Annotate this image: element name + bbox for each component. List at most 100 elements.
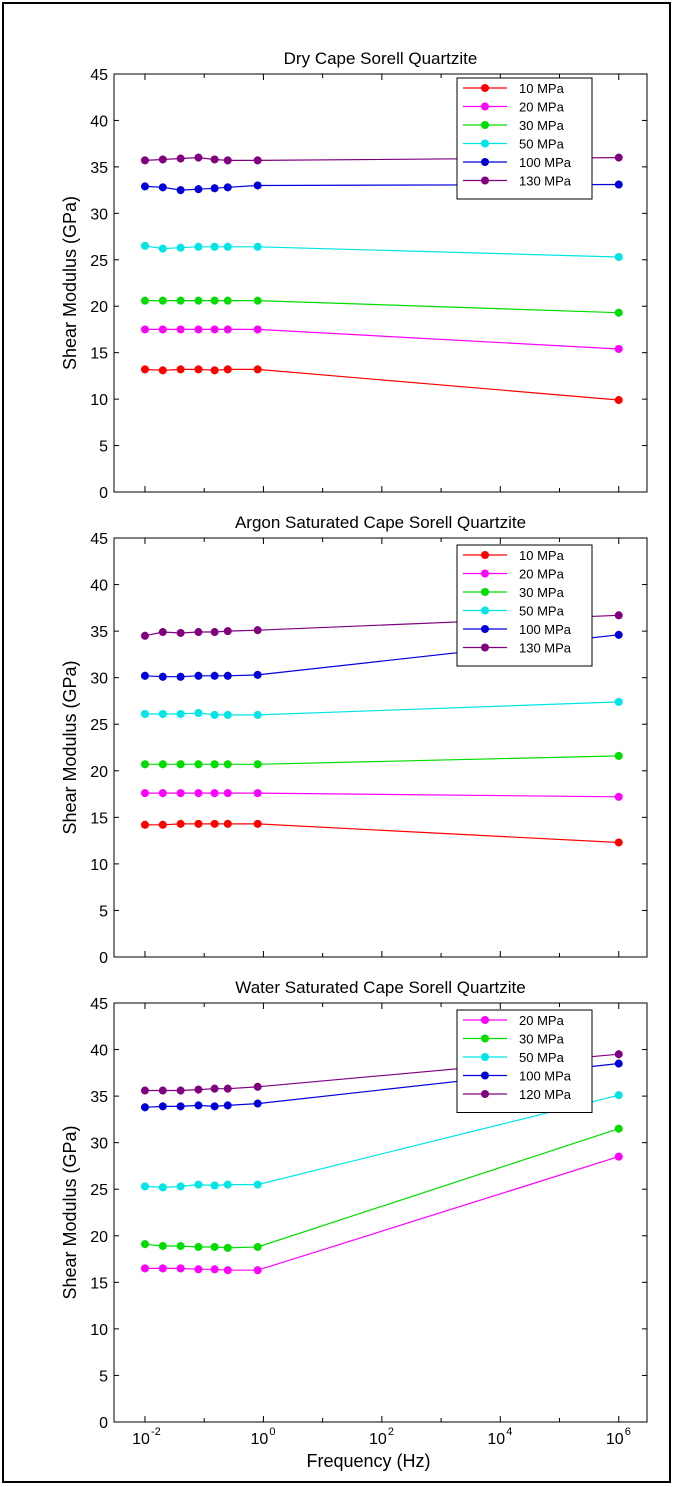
legend-marker: [481, 1090, 489, 1098]
legend-label: 10 MPa: [519, 81, 565, 96]
legend-box: [456, 1009, 593, 1113]
data-point: [176, 1182, 185, 1191]
data-point: [253, 710, 262, 719]
data-point: [176, 1102, 185, 1111]
legend-label: 50 MPa: [519, 137, 565, 152]
data-point: [176, 1086, 185, 1095]
data-point: [614, 1124, 623, 1133]
y-tick-label: 5: [99, 439, 108, 456]
y-tick-label: 20: [90, 299, 108, 316]
data-point: [210, 789, 219, 798]
chart-panel-1: Dry Cape Sorell Quartzite 0 5 10 15 20 25 30 35 4…: [60, 49, 648, 502]
data-point: [140, 1103, 149, 1112]
legend: 10 MPa 20 MPa 30 MPa 50 MPa 100 MPa 130 MPa: [456, 77, 593, 200]
data-point: [194, 296, 203, 305]
legend-marker: [481, 569, 489, 578]
data-point: [223, 183, 232, 192]
data-point: [140, 760, 149, 769]
data-point: [253, 156, 262, 165]
data-point: [140, 182, 149, 191]
data-point: [158, 296, 167, 305]
data-point: [210, 1242, 219, 1251]
data-point: [614, 630, 623, 639]
legend-marker: [481, 84, 489, 92]
data-point: [614, 1050, 623, 1059]
series-50-mpa: [140, 241, 623, 261]
data-point: [223, 1180, 232, 1189]
data-point: [223, 1266, 232, 1275]
x-tick-label-base: 10: [369, 1431, 387, 1448]
legend-marker: [481, 643, 489, 652]
data-point: [223, 819, 232, 828]
data-point: [253, 626, 262, 635]
series-100-mpa: [140, 630, 623, 681]
y-tick-label: 15: [90, 810, 108, 827]
y-tick-label: 0: [99, 950, 108, 967]
data-point: [253, 365, 262, 374]
data-point: [158, 183, 167, 192]
data-point: [614, 838, 623, 847]
y-tick-label: 5: [99, 903, 108, 920]
data-point: [223, 296, 232, 305]
data-point: [253, 242, 262, 251]
series-10-mpa: [140, 819, 623, 847]
series-20-mpa: [140, 789, 623, 801]
data-point: [194, 789, 203, 798]
data-point: [176, 186, 185, 195]
data-point: [176, 325, 185, 334]
data-point: [223, 242, 232, 251]
data-point: [210, 628, 219, 637]
legend-marker: [481, 625, 489, 633]
data-point: [176, 296, 185, 305]
data-point: [614, 792, 623, 801]
x-tick-label-base: 10: [251, 1431, 269, 1448]
data-point: [158, 244, 167, 253]
series-50-mpa: [140, 1091, 623, 1192]
data-point: [194, 153, 203, 162]
legend-entry: 10 MPa: [463, 81, 565, 96]
data-point: [194, 1265, 203, 1274]
y-tick-label: 40: [90, 113, 108, 130]
x-tick-label-exponent: -2: [151, 1426, 161, 1438]
data-point: [614, 1059, 623, 1068]
data-point: [194, 185, 203, 194]
data-point: [210, 710, 219, 719]
series-100-mpa: [140, 180, 623, 195]
data-point: [253, 1180, 262, 1189]
y-tick-label: 45: [90, 996, 108, 1013]
legend-label: 100 MPa: [519, 1069, 572, 1084]
data-point: [158, 789, 167, 798]
x-tick-label-exponent: 0: [269, 1426, 275, 1438]
x-tick-label: 10 2: [369, 1426, 394, 1448]
data-point: [223, 365, 232, 374]
data-point: [614, 252, 623, 261]
y-tick-label: 40: [90, 1043, 108, 1060]
data-point: [158, 709, 167, 718]
legend-label: 50 MPa: [519, 1050, 565, 1065]
legend-entry: 30 MPa: [463, 1032, 565, 1047]
data-point: [176, 628, 185, 637]
data-point: [210, 1265, 219, 1274]
legend-marker: [481, 1071, 489, 1080]
series-130-mpa: [140, 153, 623, 165]
data-point: [176, 789, 185, 798]
legend-entry: 20 MPa: [463, 567, 565, 582]
series-20-mpa: [140, 1152, 623, 1275]
y-tick-label: 40: [90, 578, 108, 595]
x-tick-label: 10 -2: [132, 1426, 161, 1448]
x-tick-label-exponent: 2: [388, 1426, 394, 1438]
data-point: [140, 1182, 149, 1191]
x-tick-label-base: 10: [606, 1431, 624, 1448]
data-point: [176, 672, 185, 681]
data-point: [140, 631, 149, 640]
plot-area-frame: [113, 73, 648, 493]
series-50-mpa: [140, 697, 623, 719]
data-point: [223, 325, 232, 334]
data-point: [253, 760, 262, 769]
y-axis-label: Shear Modulus (GPa): [60, 660, 80, 834]
data-point: [223, 156, 232, 165]
data-point: [253, 1099, 262, 1108]
data-point: [614, 344, 623, 353]
legend-entry: 50 MPa: [463, 604, 565, 619]
series-10-mpa: [140, 365, 623, 405]
